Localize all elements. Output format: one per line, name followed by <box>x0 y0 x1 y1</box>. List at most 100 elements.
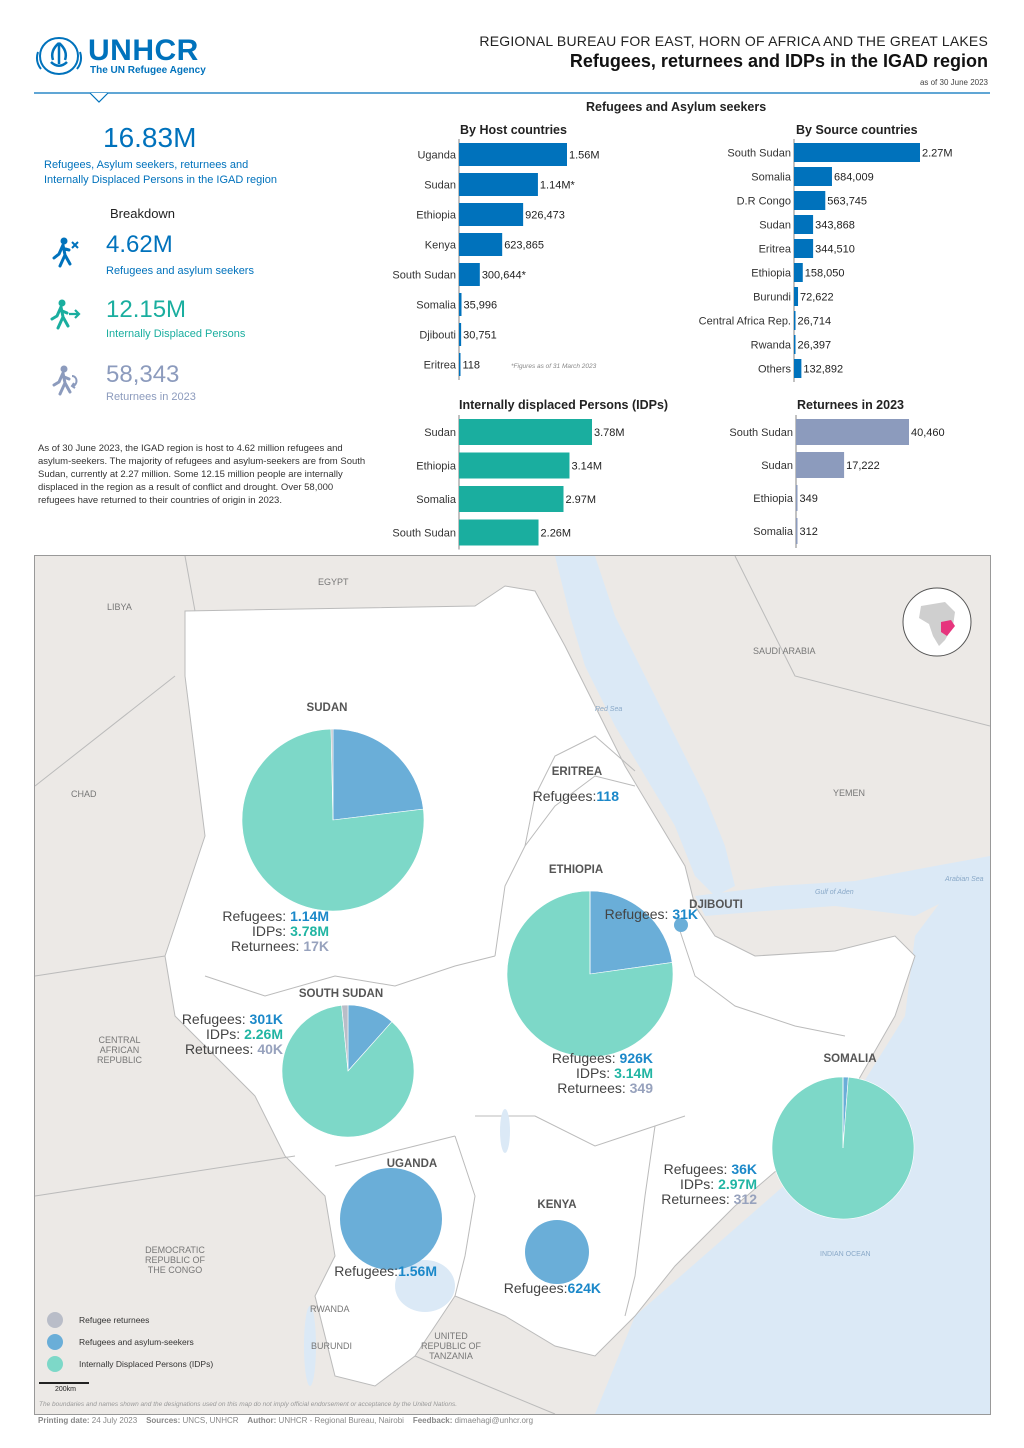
bar-category-label: Uganda <box>417 150 456 162</box>
bar-category-label: Sudan <box>759 220 791 232</box>
bar-value-label: 72,622 <box>800 292 834 304</box>
footer-feedback-label: Feedback: <box>412 1416 453 1425</box>
returnees-value: 58,343 <box>106 361 180 388</box>
bar <box>796 452 845 478</box>
country-uganda: UGANDA Refugees:1.56M <box>334 1158 442 1279</box>
legend-item: Refugees and asylum-seekers <box>47 1331 213 1353</box>
pie-value-number: 1.14M <box>290 908 329 924</box>
bar-value-label: 2.27M <box>922 148 953 160</box>
page-title: Refugees, returnees and IDPs in the IGAD… <box>569 51 988 71</box>
bar-chart-1: By Source countries South Sudan 2.27M Somal… <box>699 123 953 382</box>
bar-category-label: Ethiopia <box>753 493 794 505</box>
pie-value-number: 3.14M <box>614 1065 653 1081</box>
pie-value-key: Refugees: <box>552 1050 620 1066</box>
refugees-value: 4.62M <box>106 231 173 258</box>
country-name-label: UGANDA <box>387 1158 437 1170</box>
legend-label: Refugees and asylum-seekers <box>79 1337 194 1347</box>
pie-value-label: Refugees:118 <box>533 788 620 804</box>
bar <box>459 323 462 346</box>
bar <box>459 203 524 226</box>
pie-value-number: 118 <box>596 788 619 804</box>
bar-category-label: Eritrea <box>424 360 457 372</box>
bar-value-label: 3.78M <box>594 427 625 439</box>
bar-chart-title: By Host countries <box>460 123 567 137</box>
bar <box>794 239 814 258</box>
footer-feedback-value[interactable]: dimaehagi@unhcr.org <box>454 1416 534 1425</box>
bar-value-label: 684,009 <box>834 172 874 184</box>
label-burundi: BURUNDI <box>311 1341 353 1351</box>
border-sudan-ssudan <box>204 955 496 997</box>
pie-value-label: Refugees:624K <box>504 1280 601 1296</box>
label-yemen: YEMEN <box>833 788 866 798</box>
bar-value-label: 312 <box>800 526 818 538</box>
bar-value-label: 300,644* <box>482 270 527 282</box>
label-red-sea: Red Sea <box>595 706 623 713</box>
label-tanzania: UNITED REPUBLIC OF TANZANIA <box>421 1331 482 1361</box>
unhcr-logo: UNHCR The UN Refugee Agency <box>34 34 214 80</box>
bar-category-label: Kenya <box>425 240 457 252</box>
pie-value-label: Refugees: 301K <box>182 1011 283 1027</box>
bar <box>459 293 462 316</box>
bar <box>459 143 567 166</box>
bar <box>459 452 570 479</box>
border-eritrea <box>524 735 636 847</box>
map-legend: Refugee returnees Refugees and asylum-see… <box>47 1309 213 1375</box>
total-label-line2: Internally Displaced Persons in the IGAD… <box>44 174 277 186</box>
pie-value-number: 926K <box>620 1050 653 1066</box>
bar-value-label: 623,865 <box>504 240 544 252</box>
logo-wordmark: UNHCR <box>88 34 199 67</box>
map-frame: EGYPT LIBYA CHAD CENTRAL AFRICAN REPUBLIC … <box>34 555 991 1415</box>
pie-value-key: Refugees: <box>222 908 290 924</box>
pie-value-label: IDPs: 2.97M <box>680 1176 757 1192</box>
bar <box>794 215 814 234</box>
bar-category-label: Ethiopia <box>416 461 457 473</box>
pie-slice-refugees <box>332 728 424 821</box>
gulf-of-aden <box>695 856 990 916</box>
bar-chart-title: Internally displaced Persons (IDPs) <box>459 398 668 412</box>
pie-slice-refugees <box>340 1168 442 1270</box>
bar-category-label: D.R Congo <box>737 196 791 208</box>
bar <box>459 173 538 196</box>
bar <box>459 519 539 546</box>
border-uganda-kenya <box>454 1135 476 1297</box>
bar-value-label: 343,868 <box>815 220 855 232</box>
pie-value-label: Refugees:1.56M <box>334 1263 437 1279</box>
country-name-label: SOMALIA <box>823 1053 876 1065</box>
bar <box>794 359 802 378</box>
pie-value-label: Refugees: 36K <box>664 1161 757 1177</box>
footer-author-value: UNHCR - Regional Bureau, Nairobi <box>278 1416 404 1425</box>
bar-value-label: 26,714 <box>798 316 832 328</box>
scale-label: 200km <box>55 1386 77 1393</box>
label-car: CENTRAL AFRICAN REPUBLIC <box>97 1035 143 1065</box>
label-chad: CHAD <box>71 789 97 799</box>
border-ssudan-uganda <box>334 1135 456 1167</box>
bar <box>796 518 798 544</box>
country-eritrea: ERITREA Refugees:118 <box>533 766 620 804</box>
indian-ocean <box>595 886 990 1414</box>
footer-printing-label: Printing date: <box>38 1416 90 1425</box>
breakdown-title: Breakdown <box>110 206 176 221</box>
bar-category-label: Somalia <box>753 526 794 538</box>
bar-category-label: Somalia <box>416 494 457 506</box>
country-name-label: KENYA <box>537 1199 576 1211</box>
legend-swatch <box>47 1312 63 1328</box>
country-name-label: SOUTH SUDAN <box>299 988 383 1000</box>
bar-category-label: Central Africa Rep. <box>699 316 791 328</box>
bar-category-label: Ethiopia <box>751 268 792 280</box>
bar-category-label: South Sudan <box>392 270 456 282</box>
pie-value-key: IDPs: <box>576 1065 614 1081</box>
label-libya: LIBYA <box>107 602 132 612</box>
pie-value-number: 624K <box>568 1280 601 1296</box>
pie-value-key: Refugees: <box>182 1011 250 1027</box>
label-egypt: EGYPT <box>318 577 349 587</box>
bar-value-label: 349 <box>800 493 818 505</box>
header-subtitle: REGIONAL BUREAU FOR EAST, HORN OF AFRICA… <box>479 33 988 49</box>
bar <box>459 353 461 376</box>
lake-victoria <box>395 1260 455 1312</box>
bar-category-label: Ethiopia <box>416 210 457 222</box>
pie-value-number: 40K <box>257 1041 283 1057</box>
returnees-label: Returnees in 2023 <box>106 391 196 403</box>
